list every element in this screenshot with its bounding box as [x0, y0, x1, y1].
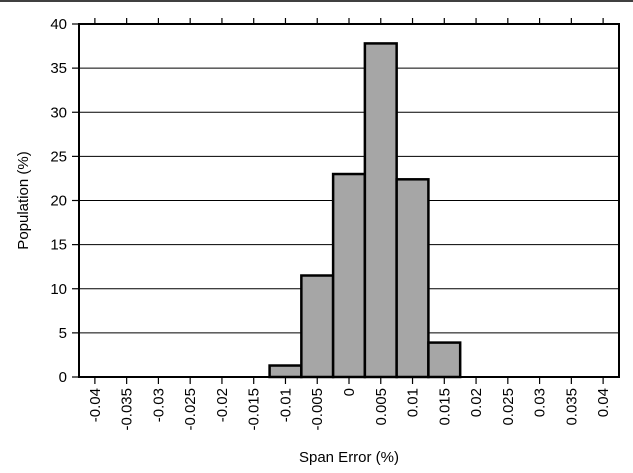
x-tick-label-0: -0.04 [87, 388, 104, 422]
x-tick-label-16: 0.04 [595, 388, 612, 417]
x-tick-label-6: -0.01 [277, 388, 294, 422]
y-tick-label-6: 30 [50, 104, 67, 121]
y-tick-label-4: 20 [50, 193, 67, 210]
x-tick-label-10: 0.01 [405, 388, 422, 417]
y-tick-label-3: 15 [50, 237, 67, 254]
x-tick-label-7: -0.005 [309, 388, 326, 431]
bar-4 [395, 178, 430, 379]
x-axis-label: Span Error (%) [299, 449, 399, 466]
x-tick-label-14: 0.03 [532, 388, 549, 417]
bars [268, 42, 462, 379]
x-tick-label-11: 0.015 [436, 388, 453, 426]
x-tick-label-9: 0.005 [373, 388, 390, 426]
y-tick-label-5: 25 [50, 148, 67, 165]
x-tick-label-4: -0.02 [214, 388, 231, 422]
y-tick-label-7: 35 [50, 60, 67, 77]
x-tick-label-15: 0.035 [563, 388, 580, 426]
y-tick-label-2: 10 [50, 281, 67, 298]
y-tick-label-0: 0 [59, 369, 67, 386]
x-tick-label-2: -0.03 [150, 388, 167, 422]
y-axis-label: Population (%) [15, 151, 32, 249]
x-tick-labels: -0.04 -0.035 -0.03 -0.025 -0.02 -0.015 -0.01 -0… [87, 388, 612, 431]
ticks [72, 18, 604, 384]
x-tick-label-8: 0 [341, 388, 358, 396]
x-tick-label-5: -0.015 [246, 388, 263, 431]
y-tick-labels: 0 5 10 15 20 25 30 35 40 [50, 16, 67, 386]
bar-0 [268, 364, 303, 379]
x-tick-label-3: -0.025 [182, 388, 199, 431]
y-tick-label-1: 5 [59, 325, 67, 342]
bar-5 [427, 341, 462, 379]
bar-2 [331, 172, 367, 379]
y-tick-label-8: 40 [50, 16, 67, 33]
bar-3 [363, 42, 398, 379]
x-tick-label-12: 0.02 [468, 388, 485, 417]
bar-1 [300, 274, 335, 379]
x-tick-label-1: -0.035 [119, 388, 136, 431]
x-tick-label-13: 0.025 [500, 388, 517, 426]
